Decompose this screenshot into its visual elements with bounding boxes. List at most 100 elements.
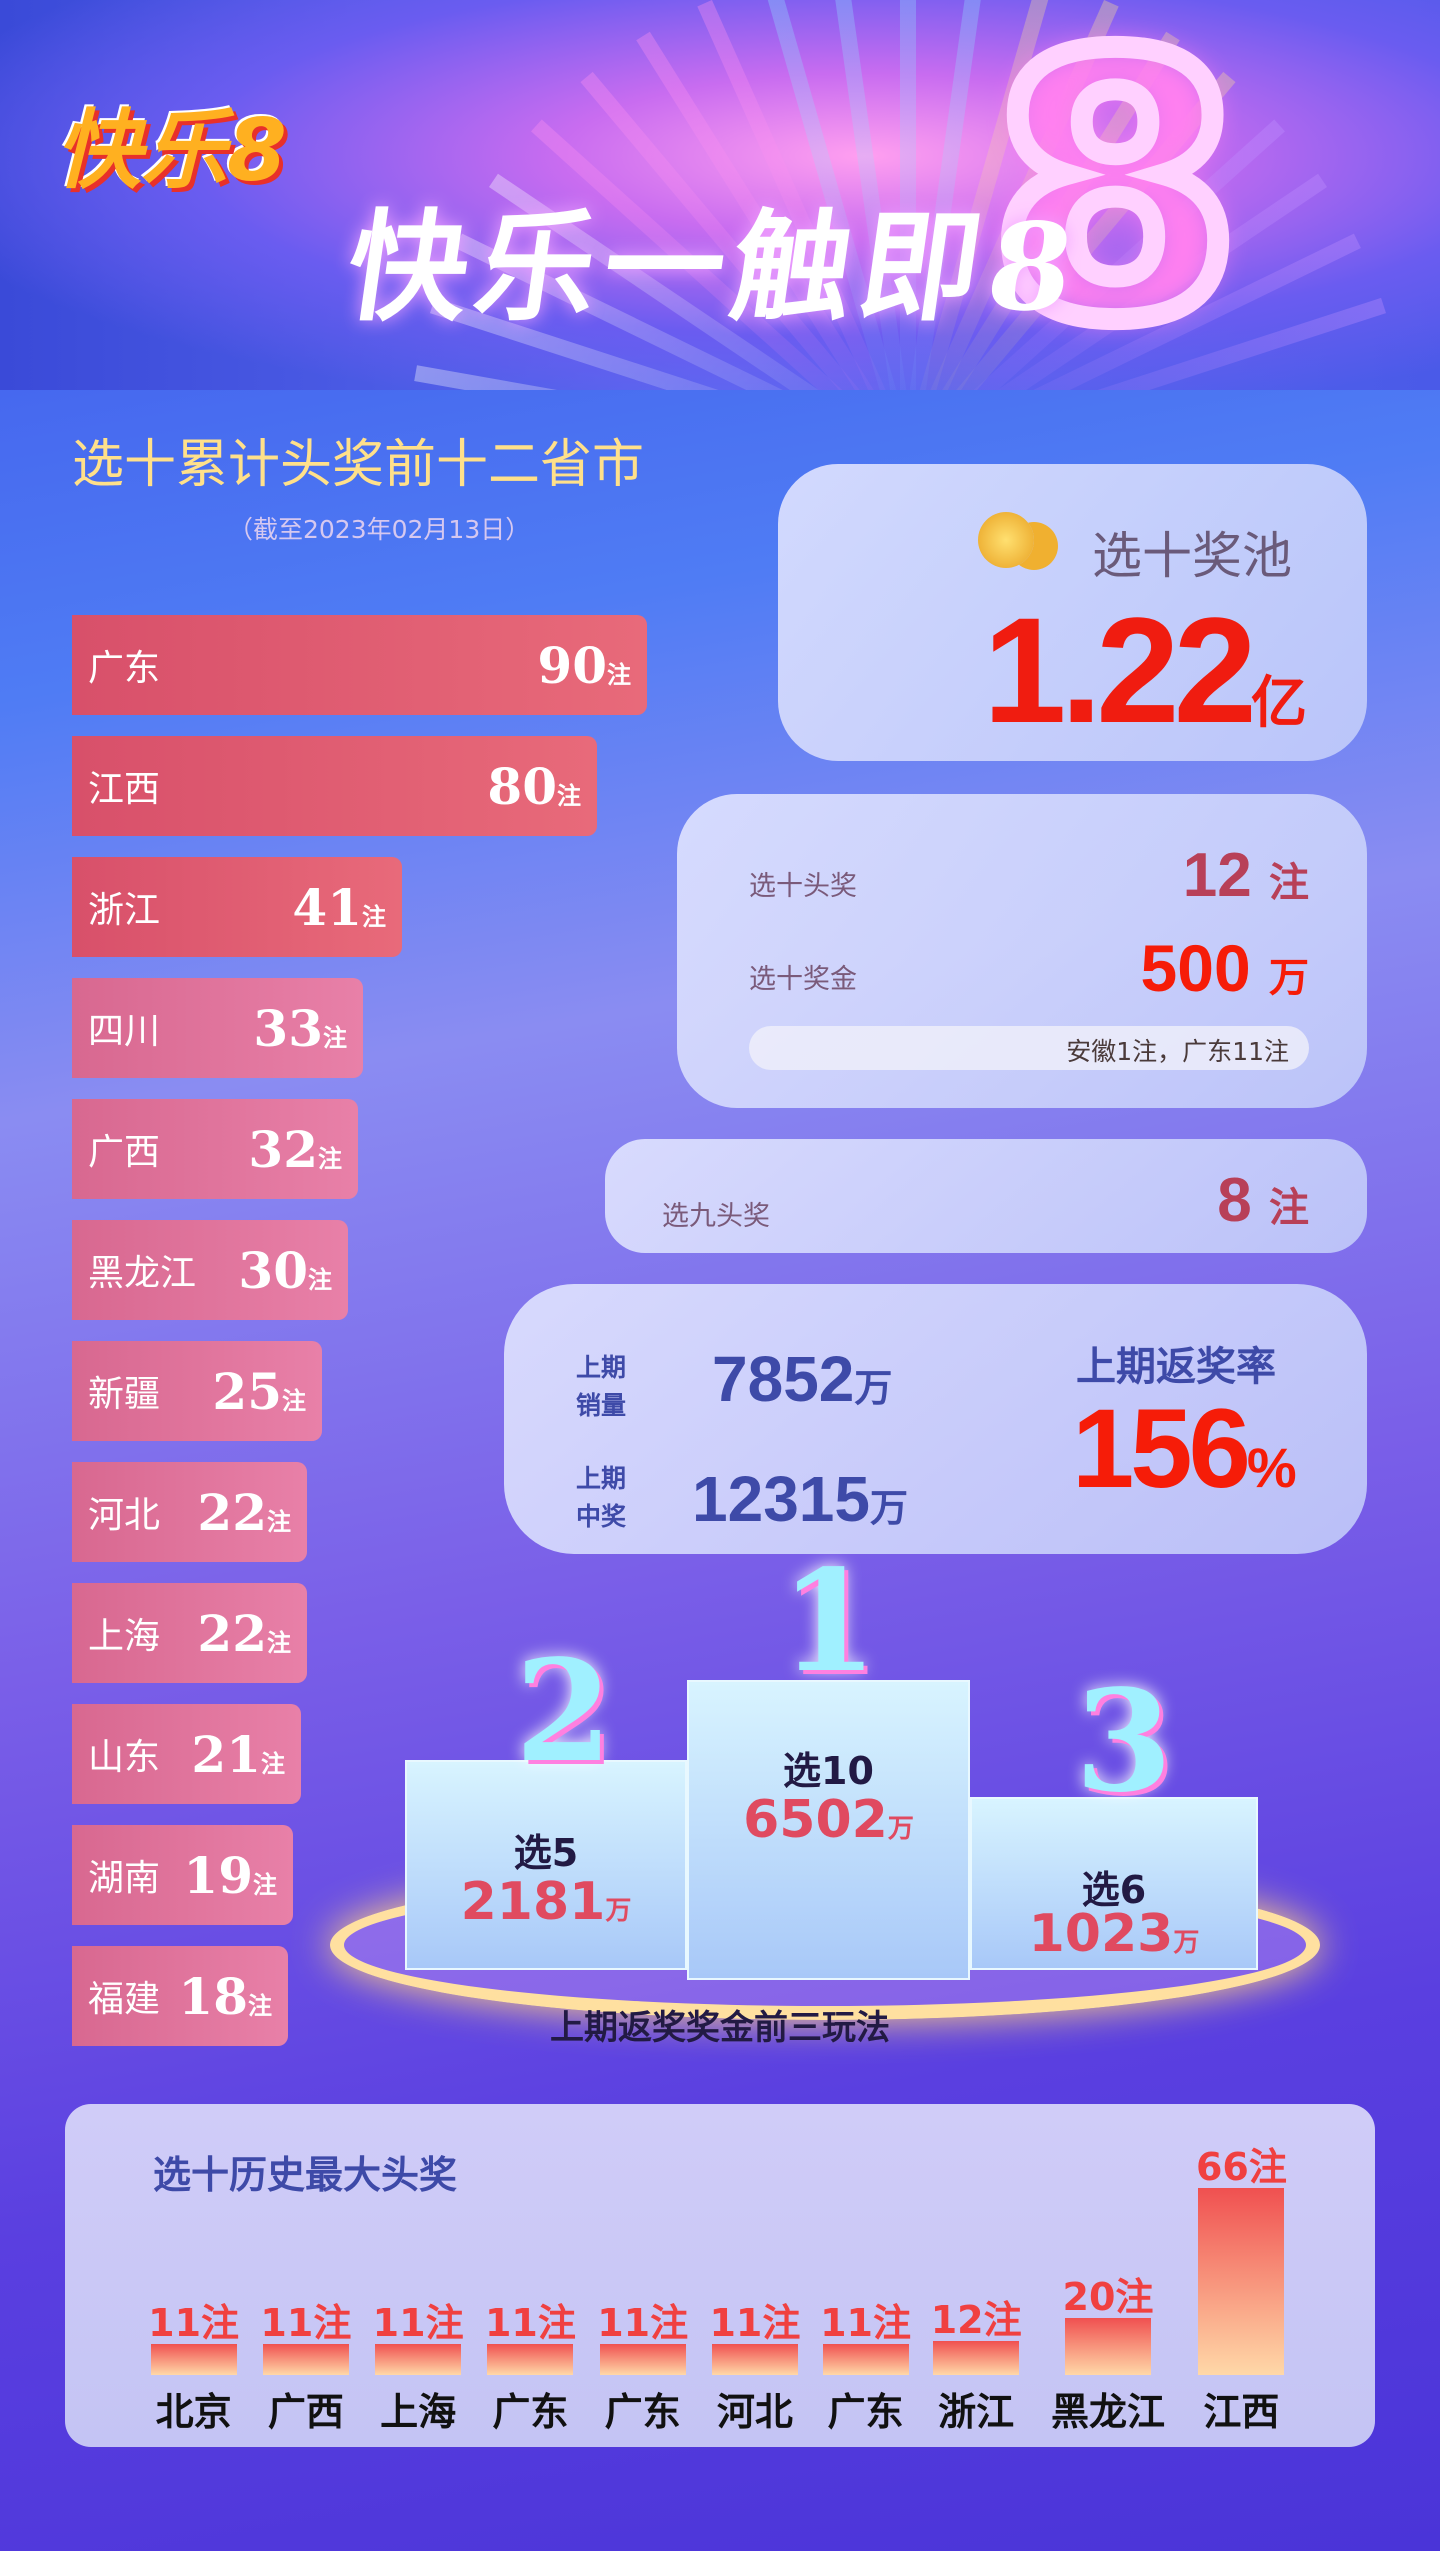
podium-first-name: 选10 — [783, 1749, 874, 1793]
history-value: 11注 — [460, 2292, 600, 2347]
history-bar — [375, 2343, 462, 2375]
ranking-bar: 浙江 41注 — [72, 857, 402, 957]
history-bar — [487, 2343, 574, 2375]
history-count: 11 — [484, 2300, 538, 2345]
history-unit: 注 — [201, 2300, 240, 2345]
history-province: 江西 — [1203, 2390, 1280, 2434]
history-value: 11注 — [124, 2292, 264, 2347]
province-count: 21 — [191, 1724, 261, 1784]
win-unit: 万 — [869, 1488, 908, 1530]
x10-jackpot-label: 选十头奖 — [749, 871, 857, 902]
province-name: 山东 — [88, 1737, 161, 1778]
ranking-bar: 广东 90注 — [72, 615, 647, 715]
province-unit: 注 — [557, 780, 581, 810]
ranking-bar: 新疆 25注 — [72, 1341, 322, 1441]
history-unit: 注 — [1248, 2144, 1287, 2189]
win-label: 上期 中奖 — [576, 1464, 627, 1531]
province-unit: 注 — [267, 1506, 291, 1536]
history-bar — [1198, 2187, 1285, 2375]
podium-second-value: 2181 — [460, 1872, 606, 1932]
history-province: 广东 — [492, 2390, 569, 2434]
light-ray — [900, 0, 916, 390]
history-count: 66 — [1195, 2144, 1249, 2189]
province-count: 19 — [183, 1845, 253, 1905]
province-count: 90 — [537, 635, 607, 695]
sales-value: 7852 — [712, 1343, 855, 1415]
rank-2: 2 — [515, 1630, 613, 1794]
province-count: 25 — [212, 1361, 282, 1421]
history-bar — [933, 2340, 1020, 2375]
history-title: 选十历史最大头奖 — [153, 2153, 458, 2197]
province-name: 广西 — [88, 1132, 161, 1173]
history-bar — [822, 2343, 909, 2375]
podium-caption: 上期返奖奖金前三玩法 — [550, 2008, 890, 2048]
slogan: 快乐一触即8 — [338, 197, 1090, 338]
history-count: 11 — [709, 2300, 763, 2345]
podium-second-name: 选5 — [513, 1831, 579, 1875]
history-unit: 注 — [425, 2300, 464, 2345]
history-unit: 注 — [313, 2300, 352, 2345]
province-count: 18 — [178, 1966, 248, 2026]
province-name: 湖南 — [88, 1858, 161, 1899]
province-count: 33 — [253, 998, 323, 1058]
x10-jackpot-value: 12 — [1182, 841, 1252, 910]
ranking-title: 选十累计头奖前十二省市 — [72, 435, 645, 495]
province-name: 上海 — [88, 1616, 161, 1657]
history-unit: 注 — [537, 2300, 576, 2345]
province-count: 30 — [238, 1240, 308, 1300]
province-name: 浙江 — [88, 890, 161, 931]
ranking-date-note: （截至2023年02月13日） — [228, 515, 531, 544]
ranking-bar: 上海 22注 — [72, 1583, 307, 1683]
ranking-bar: 黑龙江 30注 — [72, 1220, 348, 1320]
province-unit: 注 — [607, 659, 631, 689]
province-count: 80 — [487, 756, 557, 816]
x10-card: 选十头奖 12 注 选十奖金 500 万 安徽1注，广东11注 — [677, 794, 1367, 1108]
x10-prize-value: 500 — [1140, 931, 1251, 1005]
pool-card: 选十奖池 1.22 亿 — [778, 464, 1367, 761]
podium-second-unit: 万 — [605, 1896, 632, 1926]
podium-first-value: 6502 — [743, 1790, 888, 1850]
history-province: 河北 — [716, 2390, 793, 2434]
history-count: 11 — [372, 2300, 426, 2345]
province-name: 四川 — [88, 1011, 161, 1052]
history-value: 11注 — [573, 2292, 713, 2347]
history-bar — [711, 2343, 798, 2375]
history-count: 12 — [930, 2297, 984, 2342]
history-unit: 注 — [650, 2300, 689, 2345]
history-count: 20 — [1062, 2275, 1116, 2320]
history-province: 广东 — [604, 2390, 681, 2434]
ranking-bar: 福建 18注 — [72, 1946, 288, 2046]
history-bar — [1064, 2318, 1151, 2375]
ranking-bar: 广西 32注 — [72, 1099, 358, 1199]
province-unit: 注 — [282, 1385, 306, 1415]
province-name: 新疆 — [88, 1374, 161, 1415]
history-count: 11 — [260, 2300, 314, 2345]
x10-jackpot-unit: 注 — [1269, 861, 1309, 905]
province-name: 河北 — [88, 1495, 161, 1536]
podium-third-value: 1023 — [1028, 1904, 1174, 1964]
history-unit: 注 — [762, 2300, 801, 2345]
x10-prize-label: 选十奖金 — [749, 964, 857, 995]
history-province: 广西 — [267, 2390, 344, 2434]
rate-unit: % — [1246, 1436, 1297, 1499]
hero-banner: 8 快乐8 快乐一触即8 — [0, 0, 1440, 390]
podium-third-unit: 万 — [1173, 1928, 1200, 1958]
province-unit: 注 — [308, 1264, 332, 1294]
history-province: 北京 — [155, 2390, 232, 2434]
x9-card: 选九头奖 8 注 — [605, 1139, 1367, 1253]
history-bar — [262, 2343, 349, 2375]
province-name: 福建 — [88, 1979, 161, 2020]
province-count: 22 — [197, 1482, 267, 1542]
podium: 选5 2181万 2 选6 1023万 3 选10 6502万 1 上期返奖奖金… — [0, 1540, 1440, 2080]
sales-unit: 万 — [854, 1368, 893, 1410]
x10-prize-unit: 万 — [1269, 956, 1309, 1000]
province-unit: 注 — [261, 1748, 285, 1778]
ranking-bar: 四川 33注 — [72, 978, 363, 1078]
history-value: 11注 — [236, 2292, 376, 2347]
province-unit: 注 — [318, 1143, 342, 1173]
last-period-card: 上期 销量 7852万 上期 中奖 12315万 上期返奖率 156% — [504, 1284, 1367, 1554]
province-unit: 注 — [362, 901, 386, 931]
x9-label: 选九头奖 — [662, 1201, 770, 1232]
history-count: 11 — [820, 2300, 873, 2345]
history-panel: 选十历史最大头奖 11注 北京 11注 广西 11注 上海 11注 广东 11注 广东 11注 河北 1… — [65, 2104, 1375, 2447]
